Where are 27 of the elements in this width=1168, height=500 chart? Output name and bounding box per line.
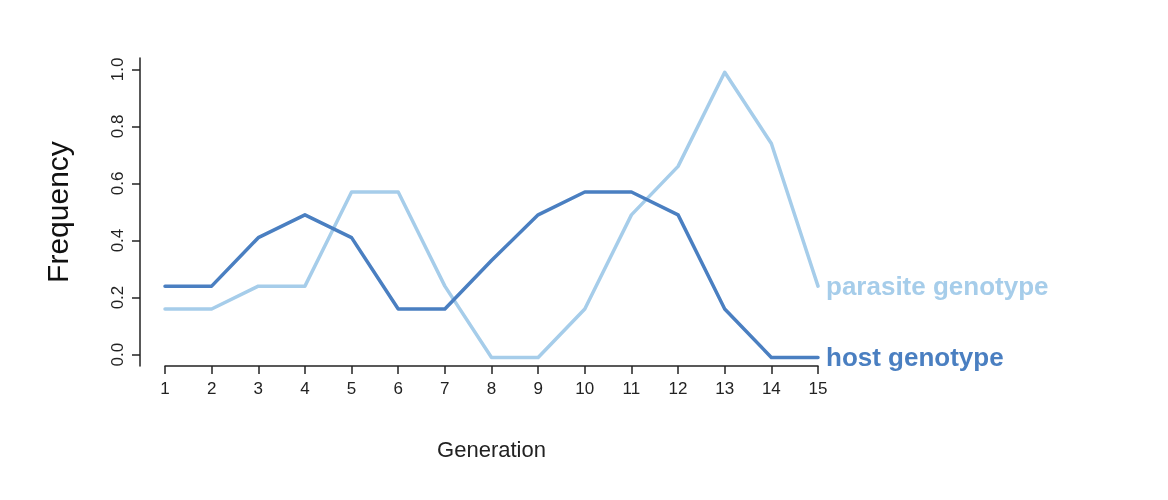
x-tick-label: 3 <box>253 379 264 398</box>
x-tick-label: 7 <box>440 379 450 398</box>
x-tick-label: 8 <box>486 379 497 398</box>
y-tick-label: 0.2 <box>108 285 127 310</box>
x-tick-label: 6 <box>393 379 403 398</box>
y-axis-title: Frequency <box>40 141 74 283</box>
x-tick-label: 1 <box>160 379 170 398</box>
line-series <box>163 190 820 360</box>
x-tick-label: 10 <box>575 379 595 398</box>
x-axis-title: Generation <box>437 436 546 462</box>
line-series <box>163 70 820 360</box>
series-label: host genotype <box>826 342 1004 373</box>
x-tick-label: 13 <box>715 379 735 398</box>
y-tick-label: 1.0 <box>108 57 127 82</box>
x-tick-label: 11 <box>622 379 641 398</box>
x-tick-label: 14 <box>761 379 781 398</box>
y-tick-label: 0.0 <box>108 342 127 367</box>
y-tick-label: 0.4 <box>108 228 127 253</box>
y-tick-label: 0.8 <box>108 114 127 139</box>
x-tick-label: 15 <box>808 379 828 398</box>
y-tick-label: 0.6 <box>108 171 127 196</box>
x-tick-label: 2 <box>206 379 217 398</box>
x-tick-label: 5 <box>346 379 357 398</box>
x-tick-label: 9 <box>533 379 543 398</box>
series-label: parasite genotype <box>826 271 1049 302</box>
x-tick-label: 4 <box>300 379 310 398</box>
x-tick-label: 12 <box>668 379 688 398</box>
